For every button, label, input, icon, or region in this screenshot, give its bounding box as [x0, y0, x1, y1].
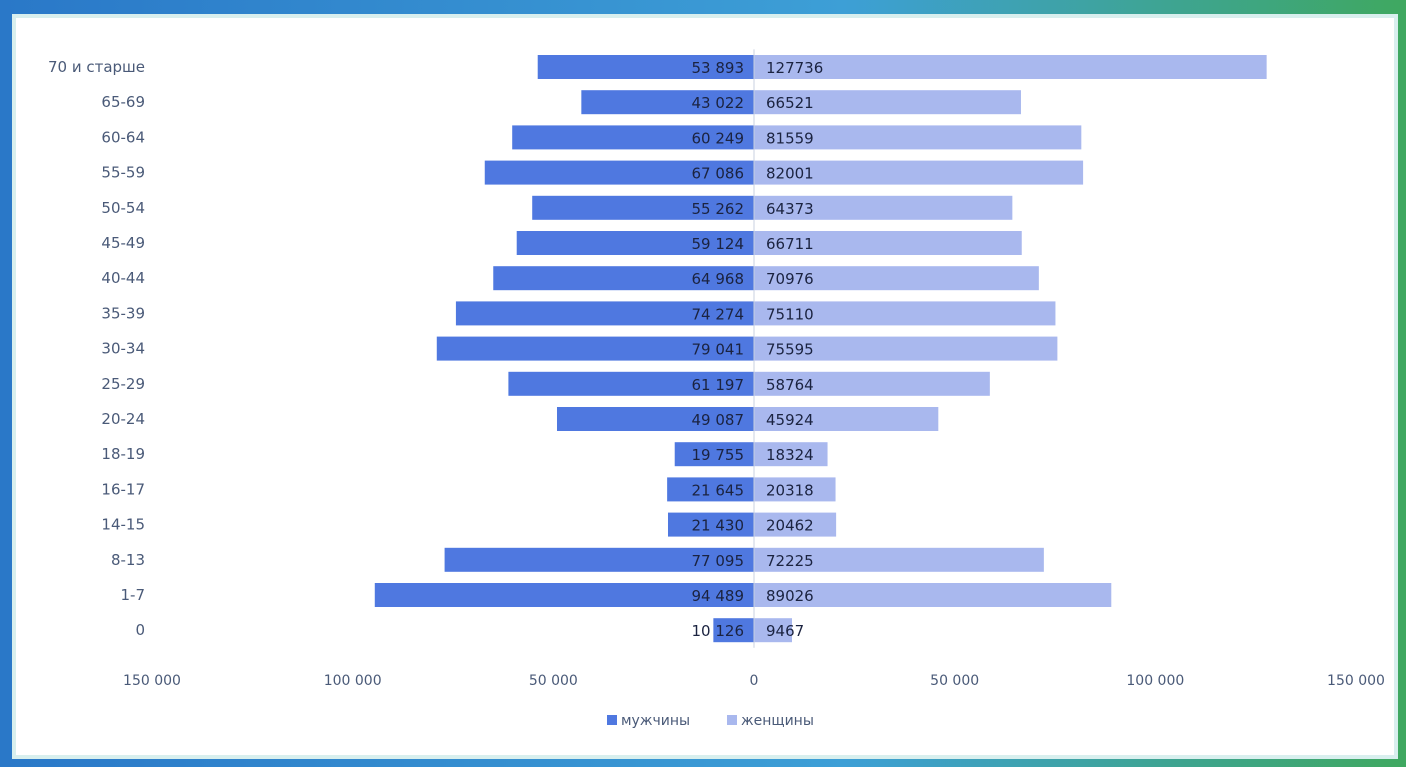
data-label-women: 75595 [766, 341, 814, 359]
data-label-women: 89026 [766, 587, 814, 605]
legend-swatch-men [607, 715, 617, 725]
legend-label-women: женщины [741, 713, 814, 729]
data-label-men: 64 968 [692, 270, 745, 288]
category-label: 60-64 [101, 128, 145, 146]
data-label-men: 61 197 [692, 376, 745, 394]
bar-men [581, 90, 754, 115]
data-label-men: 60 249 [692, 129, 745, 147]
bar-women [754, 160, 1084, 185]
category-label: 50-54 [101, 199, 145, 217]
category-label: 18-19 [101, 445, 145, 463]
bar-women [754, 442, 828, 467]
data-label-men: 21 645 [692, 481, 745, 499]
data-label-women: 66521 [766, 94, 814, 112]
legend-label-men: мужчины [621, 713, 690, 729]
bar-men [493, 266, 754, 291]
data-label-men: 74 274 [692, 305, 745, 323]
bar-women [754, 512, 837, 537]
category-label: 35-39 [101, 304, 145, 322]
data-label-women: 20318 [766, 481, 814, 499]
category-label: 16-17 [101, 480, 145, 498]
category-label: 65-69 [101, 93, 145, 111]
bar-women [754, 407, 939, 431]
bar-men [674, 442, 754, 467]
data-label-men: 79 041 [692, 341, 745, 359]
bar-men [556, 407, 754, 431]
data-label-women: 82001 [766, 165, 814, 183]
data-label-women: 18324 [766, 446, 814, 464]
category-label: 25-29 [101, 375, 145, 393]
bar-women [754, 231, 1022, 255]
category-label: 14-15 [101, 516, 145, 534]
legend-swatch-women [727, 715, 737, 725]
data-label-women: 127736 [766, 59, 823, 77]
data-label-men: 55 262 [692, 200, 745, 218]
data-label-men: 21 430 [692, 517, 745, 535]
bar-women [754, 547, 1044, 572]
data-label-men: 67 086 [692, 165, 745, 183]
bar-men [508, 371, 754, 396]
bar-men [667, 477, 754, 502]
bar-men [436, 336, 754, 361]
data-label-women: 64373 [766, 200, 814, 218]
bar-women [754, 583, 1112, 607]
bar-women [754, 266, 1039, 291]
x-tick-label: 150 000 [123, 673, 181, 689]
data-label-women: 9467 [766, 622, 804, 640]
category-label: 20-24 [101, 410, 145, 428]
data-label-women: 66711 [766, 235, 814, 253]
bar-men [713, 618, 754, 643]
bar-men [374, 583, 754, 607]
data-label-men: 49 087 [692, 411, 745, 429]
data-label-men: 59 124 [692, 235, 745, 253]
category-label: 8-13 [111, 551, 145, 569]
data-label-men: 77 095 [692, 552, 745, 570]
data-label-women: 70976 [766, 270, 814, 288]
bar-women [754, 195, 1013, 220]
category-label: 1-7 [121, 586, 146, 604]
bar-men [532, 195, 754, 220]
data-label-women: 75110 [766, 305, 814, 323]
x-tick-label: 150 000 [1327, 673, 1385, 689]
data-label-men: 43 022 [692, 94, 745, 112]
data-label-women: 20462 [766, 517, 814, 535]
bar-women [754, 301, 1056, 326]
bar-women [754, 125, 1082, 150]
bar-women [754, 55, 1267, 79]
x-tick-label: 50 000 [529, 673, 578, 689]
data-label-men: 10 126 [692, 622, 745, 640]
x-tick-label: 100 000 [324, 673, 382, 689]
bar-men [512, 125, 754, 150]
data-label-women: 81559 [766, 129, 814, 147]
category-label: 70 и старше [48, 58, 145, 76]
bar-men [455, 301, 754, 326]
category-label: 30-34 [101, 340, 145, 358]
category-label: 0 [135, 621, 145, 639]
category-label: 55-59 [101, 164, 145, 182]
x-tick-label: 50 000 [930, 673, 979, 689]
data-label-men: 19 755 [692, 446, 745, 464]
bar-men [516, 231, 754, 255]
data-label-women: 72225 [766, 552, 814, 570]
bar-men [484, 160, 754, 185]
bar-men [667, 512, 754, 537]
bar-women [754, 336, 1058, 361]
bar-women [754, 371, 990, 396]
data-label-women: 45924 [766, 411, 814, 429]
data-label-men: 94 489 [692, 587, 745, 605]
bar-women [754, 618, 792, 643]
x-tick-label: 0 [750, 673, 759, 689]
bar-men [444, 547, 754, 572]
category-label: 45-49 [101, 234, 145, 252]
category-label: 40-44 [101, 269, 145, 287]
bar-women [754, 90, 1021, 115]
data-label-men: 53 893 [692, 59, 745, 77]
x-tick-label: 100 000 [1126, 673, 1184, 689]
data-label-women: 58764 [766, 376, 814, 394]
bar-women [754, 477, 836, 502]
bar-men [537, 55, 754, 79]
